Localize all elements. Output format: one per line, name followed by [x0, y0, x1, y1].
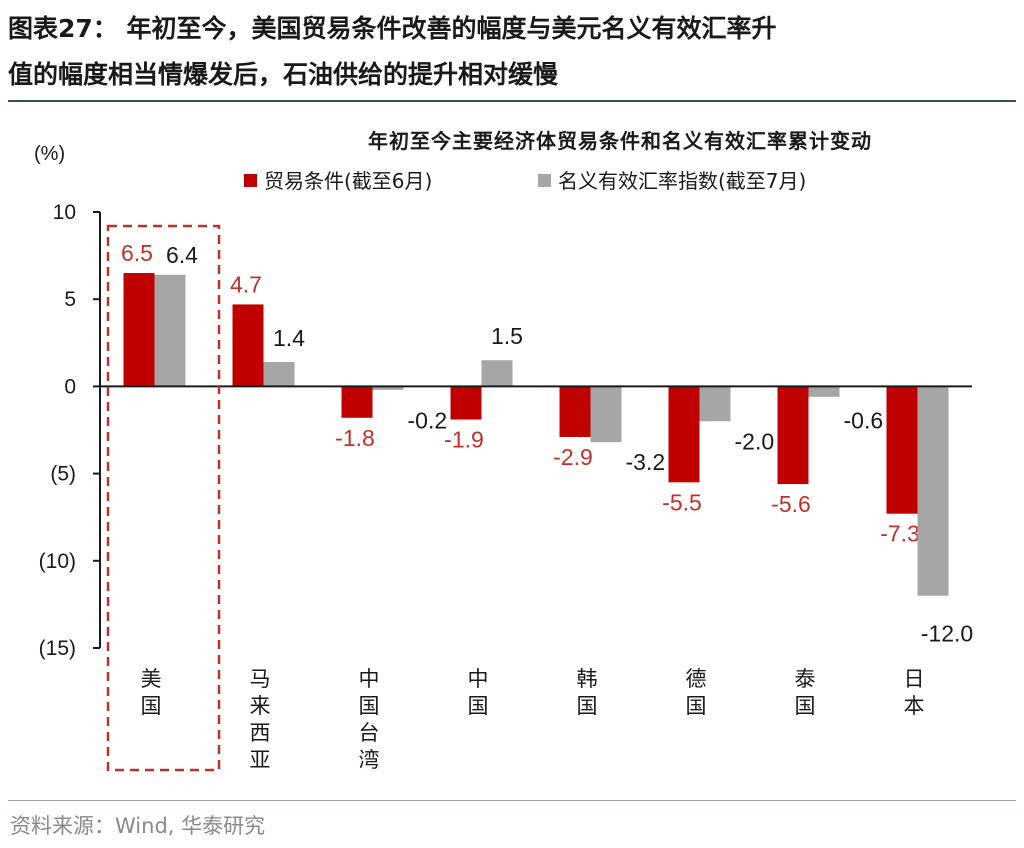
data-label-neer-3: 1.5 — [491, 323, 523, 349]
bar-neer-2 — [372, 386, 404, 390]
bar-trade-terms-6 — [777, 386, 809, 485]
bar-trade-terms-4 — [559, 386, 591, 437]
bar-chart: 年初至今主要经济体贸易条件和名义有效汇率累计变动 (%) 贸易条件(截至6月) 名… — [34, 129, 974, 772]
x-category-label-1: 马来西亚 — [250, 667, 271, 772]
x-category-label-6: 泰国 — [795, 667, 816, 718]
legend: 贸易条件(截至6月) 名义有效汇率指数(截至7月) — [244, 169, 806, 193]
bar-trade-terms-3 — [450, 386, 482, 420]
x-category-label-2: 中国台湾 — [359, 667, 380, 772]
bar-neer-6 — [808, 386, 840, 397]
legend-label-1: 名义有效汇率指数(截至7月) — [558, 169, 806, 193]
data-label-trade-terms-5: -5.5 — [662, 489, 702, 515]
plot-area: 10 5 0 (5) (10) (15) 6.5 6.4 美国 4.7 1.4 马来西亚 -1.8 -0.… — [39, 201, 974, 772]
y-tick-label: 5 — [64, 288, 76, 311]
y-tick-label: (10) — [39, 550, 76, 573]
data-label-neer-5: -2.0 — [735, 428, 775, 454]
figure-title-line1: 图表27： 年初至今，美国贸易条件改善的幅度与美元名义有效汇率升 — [8, 14, 777, 43]
data-label-neer-6: -0.6 — [844, 407, 884, 433]
title-divider — [8, 100, 1016, 102]
x-category-label-3: 中国 — [468, 667, 489, 718]
bar-neer-0 — [154, 274, 186, 387]
y-tick-label: 0 — [64, 375, 76, 398]
data-label-trade-terms-3: -1.9 — [444, 427, 484, 453]
y-tick-label: 10 — [53, 201, 76, 224]
bar-trade-terms-2 — [341, 386, 373, 418]
bar-trade-terms-0 — [123, 273, 155, 387]
data-label-neer-7: -12.0 — [921, 621, 973, 647]
bar-trade-terms-7 — [886, 386, 918, 514]
data-label-trade-terms-2: -1.8 — [335, 425, 375, 451]
source-note: 资料来源：Wind, 华泰研究 — [10, 814, 266, 838]
bar-trade-terms-1 — [232, 304, 264, 387]
x-category-label-4: 韩国 — [577, 667, 598, 718]
x-category-label-7: 日本 — [904, 667, 925, 718]
footer-divider — [8, 800, 1016, 801]
data-label-trade-terms-6: -5.6 — [771, 491, 811, 517]
data-label-trade-terms-4: -2.9 — [553, 444, 593, 470]
y-tick-label: (5) — [50, 463, 76, 486]
x-category-label-5: 德国 — [686, 667, 707, 718]
x-category-label-0: 美国 — [141, 667, 162, 718]
bar-neer-3 — [481, 360, 513, 387]
legend-label-0: 贸易条件(截至6月) — [264, 169, 432, 193]
bar-trade-terms-5 — [668, 386, 700, 483]
figure-title-line2: 值的幅度相当情爆发后，石油供给的提升相对缓慢 — [8, 60, 559, 89]
data-label-neer-1: 1.4 — [273, 325, 305, 351]
chart-title: 年初至今主要经济体贸易条件和名义有效汇率累计变动 — [368, 129, 872, 153]
data-label-neer-2: -0.2 — [408, 407, 448, 433]
y-tick-label: (15) — [39, 637, 76, 660]
data-label-trade-terms-1: 4.7 — [230, 271, 262, 297]
bar-neer-7 — [917, 386, 949, 596]
highlight-box-0 — [106, 224, 221, 772]
data-label-neer-0: 6.4 — [166, 242, 198, 268]
y-axis-unit-label: (%) — [34, 143, 65, 165]
data-label-trade-terms-7: -7.3 — [880, 521, 920, 547]
figure-title: 图表27： 年初至今，美国贸易条件改善的幅度与美元名义有效汇率升 值的幅度相当情… — [8, 6, 1018, 98]
data-label-trade-terms-0: 6.5 — [121, 240, 153, 266]
data-label-neer-4: -3.2 — [626, 449, 666, 475]
bar-neer-5 — [699, 386, 731, 422]
bar-neer-1 — [263, 361, 295, 387]
bar-neer-4 — [590, 386, 622, 443]
legend-swatch-0 — [244, 174, 257, 187]
legend-swatch-1 — [538, 174, 551, 187]
